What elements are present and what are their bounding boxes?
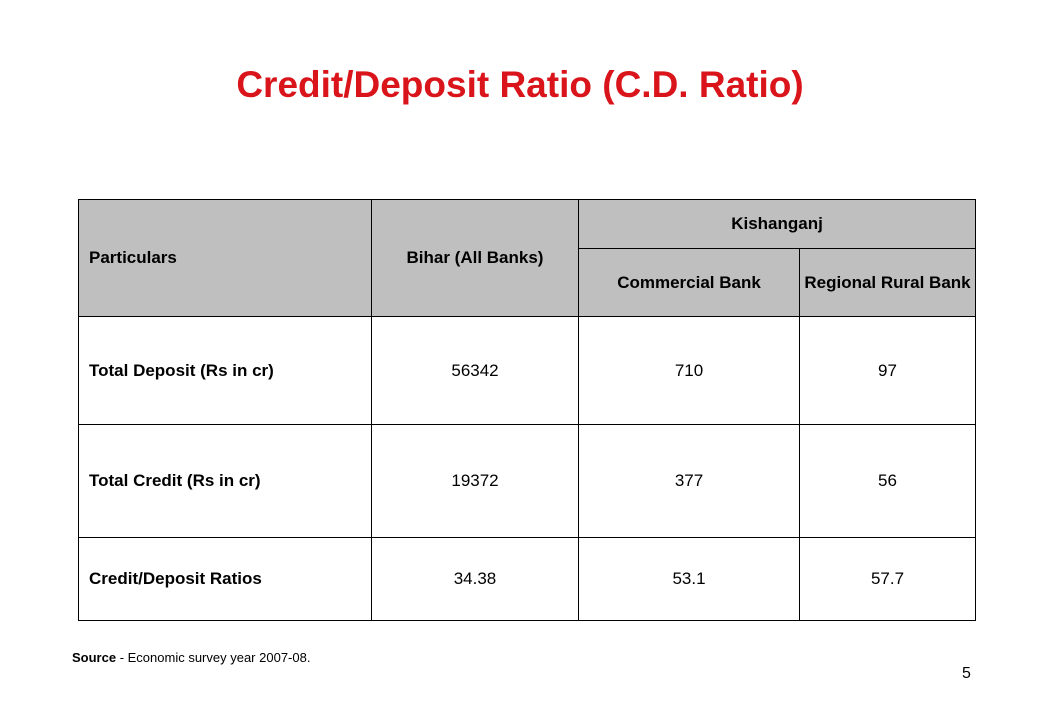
cell-bihar: 56342	[371, 316, 579, 425]
source-note: Source - Economic survey year 2007-08.	[72, 650, 310, 665]
row-label: Credit/Deposit Ratios	[78, 537, 372, 621]
table-subheader-row: Commercial Bank Regional Rural Bank	[79, 248, 976, 317]
source-text: - Economic survey year 2007-08.	[116, 650, 311, 665]
table-row: Total Credit (Rs in cr) 19372 377 56	[78, 424, 976, 538]
cell-bihar: 19372	[371, 424, 579, 538]
cell-commercial: 710	[578, 316, 800, 425]
source-label: Source	[72, 650, 117, 665]
cd-ratio-table: Particulars Bihar (All Banks) Kishanganj…	[78, 198, 976, 621]
header-regional-rural-bank: Regional Rural Bank	[799, 248, 976, 317]
page-number: 5	[962, 665, 971, 682]
cell-rrb: 97	[799, 316, 976, 425]
row-label: Total Deposit (Rs in cr)	[78, 316, 372, 425]
cell-bihar: 34.38	[371, 537, 579, 621]
table-header-row: Particulars Bihar (All Banks) Kishanganj	[78, 198, 976, 317]
row-label: Total Credit (Rs in cr)	[78, 424, 372, 538]
cell-commercial: 53.1	[578, 537, 800, 621]
page-title: Credit/Deposit Ratio (C.D. Ratio)	[236, 64, 804, 105]
table-row: Total Deposit (Rs in cr) 56342 710 97	[78, 316, 976, 425]
cell-rrb: 57.7	[799, 537, 976, 621]
header-bihar: Bihar (All Banks)	[371, 199, 579, 317]
cell-rrb: 56	[799, 424, 976, 538]
table-row: Credit/Deposit Ratios 34.38 53.1 57.7	[78, 537, 976, 621]
header-commercial-bank: Commercial Bank	[578, 248, 800, 317]
cell-commercial: 377	[578, 424, 800, 538]
header-particulars: Particulars	[78, 199, 372, 317]
header-kishanganj: Kishanganj	[578, 198, 976, 250]
